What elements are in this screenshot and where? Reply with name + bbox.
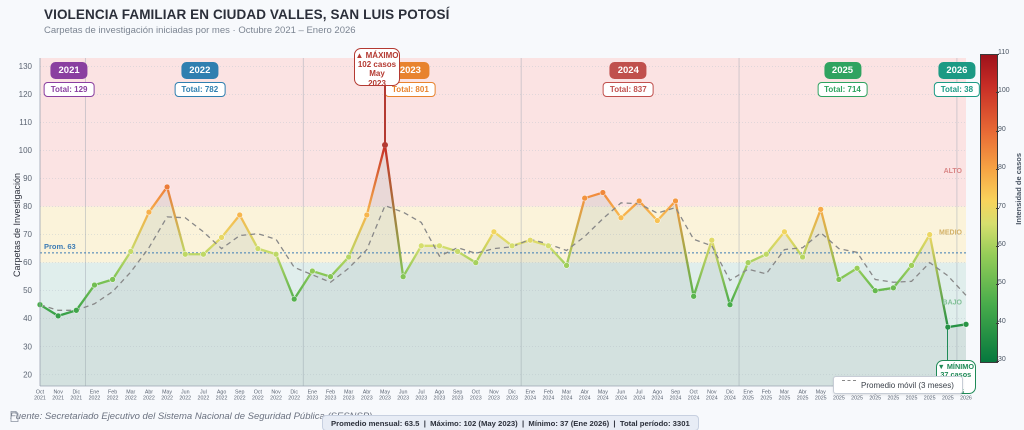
svg-text:2024: 2024 [524, 396, 536, 402]
svg-text:2021: 2021 [70, 396, 82, 402]
svg-text:2025: 2025 [869, 396, 881, 402]
svg-text:50: 50 [23, 286, 32, 295]
svg-text:2024: 2024 [597, 396, 609, 402]
svg-text:80: 80 [23, 202, 32, 211]
svg-text:2026: 2026 [960, 396, 972, 402]
svg-text:Prom. 63: Prom. 63 [44, 242, 76, 251]
svg-text:2022: 2022 [161, 396, 173, 402]
svg-text:2022: 2022 [198, 396, 210, 402]
svg-text:2023: 2023 [343, 396, 355, 402]
svg-text:2022: 2022 [288, 396, 300, 402]
svg-text:2022: 2022 [252, 396, 264, 402]
svg-text:2024: 2024 [706, 396, 718, 402]
svg-text:2025: 2025 [851, 396, 863, 402]
svg-text:2024: 2024 [633, 396, 645, 402]
svg-text:2022: 2022 [125, 396, 137, 402]
svg-text:2022: 2022 [216, 396, 228, 402]
svg-text:2025: 2025 [742, 396, 754, 402]
svg-text:2023: 2023 [361, 396, 373, 402]
svg-text:40: 40 [23, 314, 32, 323]
svg-text:2022: 2022 [270, 396, 282, 402]
svg-text:130: 130 [19, 62, 33, 71]
svg-text:2024: 2024 [688, 396, 700, 402]
svg-text:BAJO: BAJO [943, 300, 963, 307]
svg-text:2022: 2022 [107, 396, 119, 402]
svg-text:2024: 2024 [724, 396, 736, 402]
svg-text:2022: 2022 [179, 396, 191, 402]
svg-text:2021: 2021 [52, 396, 64, 402]
svg-text:2024: 2024 [542, 396, 554, 402]
svg-text:2025: 2025 [833, 396, 845, 402]
svg-text:2023: 2023 [379, 396, 391, 402]
svg-text:2024: 2024 [651, 396, 663, 402]
svg-text:2025: 2025 [760, 396, 772, 402]
svg-text:2023: 2023 [415, 396, 427, 402]
svg-text:2025: 2025 [942, 396, 954, 402]
svg-text:ALTO: ALTO [944, 168, 963, 175]
svg-text:2024: 2024 [561, 396, 573, 402]
svg-text:2023: 2023 [306, 396, 318, 402]
svg-text:2025: 2025 [797, 396, 809, 402]
svg-text:MEDIO: MEDIO [939, 230, 963, 237]
svg-text:30: 30 [23, 342, 32, 351]
svg-text:Carpetas de Investigación: Carpetas de Investigación [12, 173, 22, 277]
svg-text:2025: 2025 [815, 396, 827, 402]
svg-text:2022: 2022 [89, 396, 101, 402]
svg-text:2025: 2025 [924, 396, 936, 402]
svg-text:2025: 2025 [887, 396, 899, 402]
svg-text:2025: 2025 [779, 396, 791, 402]
svg-text:2024: 2024 [615, 396, 627, 402]
svg-text:2023: 2023 [488, 396, 500, 402]
svg-text:2023: 2023 [506, 396, 518, 402]
svg-text:100: 100 [19, 146, 33, 155]
svg-text:90: 90 [23, 174, 32, 183]
svg-text:2024: 2024 [579, 396, 591, 402]
svg-text:2025: 2025 [906, 396, 918, 402]
svg-text:60: 60 [23, 258, 32, 267]
svg-text:110: 110 [19, 118, 32, 127]
svg-text:2024: 2024 [670, 396, 682, 402]
svg-text:120: 120 [19, 90, 33, 99]
svg-text:2021: 2021 [34, 396, 46, 402]
svg-text:2023: 2023 [452, 396, 464, 402]
svg-text:2023: 2023 [470, 396, 482, 402]
svg-text:2023: 2023 [325, 396, 337, 402]
svg-text:70: 70 [23, 230, 32, 239]
svg-text:2023: 2023 [397, 396, 409, 402]
svg-text:20: 20 [23, 370, 32, 379]
svg-text:2023: 2023 [434, 396, 446, 402]
svg-text:2022: 2022 [234, 396, 246, 402]
svg-text:2022: 2022 [143, 396, 155, 402]
